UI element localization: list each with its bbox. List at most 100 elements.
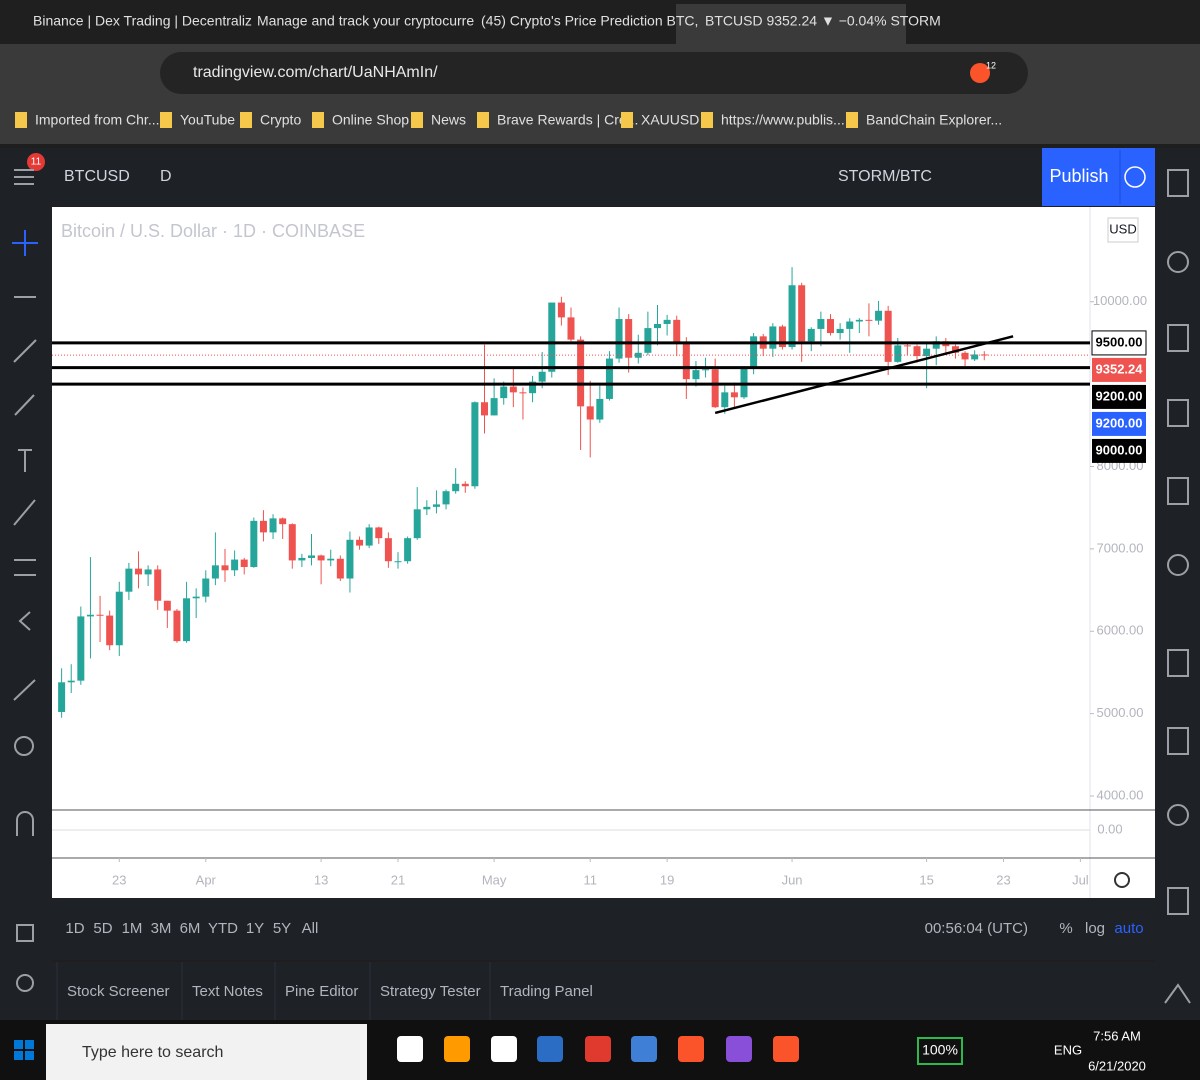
candle-body <box>202 578 210 597</box>
bookmark-icon <box>477 112 489 128</box>
tab-title[interactable]: (45) Crypto's Price Prediction BTC, <box>481 13 698 29</box>
panel-tab[interactable]: Text Notes <box>192 983 263 1000</box>
candle-body <box>144 569 152 575</box>
x-tick-label: Apr <box>196 872 217 887</box>
bookmark[interactable]: Online Shop <box>332 112 409 128</box>
trend-line[interactable] <box>714 335 1014 415</box>
settings-icon[interactable] <box>1114 872 1130 888</box>
range-button[interactable]: 1D <box>65 920 84 937</box>
range-button[interactable]: 5D <box>93 920 112 937</box>
range-button[interactable]: All <box>302 920 319 937</box>
candle-body <box>980 354 988 356</box>
price-tag-label: 9500.00 <box>1096 334 1143 349</box>
price-tag <box>1092 357 1146 382</box>
candle-body <box>211 565 219 579</box>
clock-date[interactable]: 6/21/2020 <box>1088 1058 1146 1073</box>
candle-body <box>903 345 911 347</box>
panel-tab[interactable]: Stock Screener <box>67 983 170 1000</box>
price-tag-label: 9200.00 <box>1096 415 1143 430</box>
candle-body <box>836 328 844 334</box>
candle-body <box>634 352 642 358</box>
windows-logo[interactable] <box>14 1040 34 1060</box>
bookmark-icon <box>411 112 423 128</box>
bookmark[interactable]: YouTube <box>180 112 235 128</box>
candle-body <box>452 483 460 492</box>
candle-body <box>509 386 517 393</box>
candle-body <box>192 596 200 599</box>
play-icon[interactable] <box>1124 166 1146 188</box>
candle-body <box>740 367 748 398</box>
candle-body <box>615 319 623 359</box>
range-button[interactable]: 6M <box>180 920 201 937</box>
currency-box[interactable] <box>1107 217 1139 243</box>
candle-body <box>384 538 392 562</box>
taskbar-app[interactable] <box>444 1036 470 1062</box>
tab-title[interactable]: Binance | Dex Trading | Decentraliz <box>33 13 252 29</box>
taskbar-app[interactable] <box>726 1036 752 1062</box>
taskbar-app[interactable] <box>773 1036 799 1062</box>
bookmark[interactable]: Brave Rewards | Cre... <box>497 112 638 128</box>
currency[interactable]: USD <box>1109 221 1136 236</box>
candle-body <box>730 392 738 398</box>
publish-label[interactable]: Publish <box>1049 166 1108 186</box>
bookmark[interactable]: https://www.publis... <box>721 112 845 128</box>
search-box[interactable] <box>46 1024 367 1080</box>
bookmark[interactable]: BandChain Explorer... <box>866 112 1002 128</box>
taskbar-app[interactable] <box>537 1036 563 1062</box>
clock-time[interactable]: 7:56 AM <box>1093 1028 1141 1043</box>
log-toggle[interactable]: log <box>1085 920 1105 937</box>
range-button[interactable]: 1M <box>122 920 143 937</box>
candle-body <box>471 402 479 487</box>
range-button[interactable]: 1Y <box>246 920 264 937</box>
candle-body <box>692 370 700 380</box>
x-tick-label: 19 <box>660 872 674 887</box>
bookmark[interactable]: XAUUSD <box>641 112 699 128</box>
tab-title[interactable]: Manage and track your cryptocurre <box>257 13 474 29</box>
range-button[interactable]: 5Y <box>273 920 291 937</box>
candle-body <box>586 406 594 420</box>
publish-button[interactable] <box>1042 148 1155 206</box>
range-button[interactable]: 3M <box>151 920 172 937</box>
bookmark[interactable]: News <box>431 112 466 128</box>
candle-body <box>846 321 854 329</box>
panel-tab[interactable]: Trading Panel <box>500 983 593 1000</box>
candle-body <box>336 558 344 579</box>
candle-body <box>442 491 450 505</box>
tab-title[interactable]: BTCUSD 9352.24 ▼ −0.04% STORM <box>705 13 941 29</box>
chart-pane[interactable] <box>52 207 1155 898</box>
y-tick-label: 7000.00 <box>1097 540 1144 555</box>
candle-body <box>269 518 277 533</box>
range-button[interactable]: YTD <box>208 920 238 937</box>
search-placeholder[interactable]: Type here to search <box>82 1044 223 1061</box>
candle-body <box>86 614 94 617</box>
taskbar-app[interactable] <box>397 1036 423 1062</box>
notification-count: 11 <box>31 157 42 168</box>
language[interactable]: ENG <box>1054 1042 1082 1057</box>
candle-body <box>173 610 181 642</box>
tab-strip <box>0 0 1200 44</box>
interval[interactable]: D <box>160 168 172 185</box>
extension-icon[interactable] <box>970 63 990 83</box>
bookmark[interactable]: Crypto <box>260 112 301 128</box>
taskbar-app[interactable] <box>585 1036 611 1062</box>
candle-body <box>519 392 527 394</box>
candle-body <box>183 598 191 642</box>
chart-title: Bitcoin / U.S. Dollar · 1D · COINBASE <box>61 221 365 241</box>
price-tag-label: 9352.24 <box>1096 361 1144 376</box>
panel-tab[interactable]: Strategy Tester <box>380 983 481 1000</box>
bookmark[interactable]: Imported from Chr... <box>35 112 159 128</box>
compare-symbol[interactable]: STORM/BTC <box>838 168 932 185</box>
taskbar-app[interactable] <box>491 1036 517 1062</box>
auto-toggle[interactable]: auto <box>1114 920 1143 937</box>
percent-toggle[interactable]: % <box>1059 920 1072 937</box>
active-tab[interactable] <box>676 4 906 44</box>
candle-body <box>702 369 710 371</box>
url[interactable]: tradingview.com/chart/UaNHAmIn/ <box>193 64 438 81</box>
taskbar-app[interactable] <box>678 1036 704 1062</box>
symbol[interactable]: BTCUSD <box>64 168 130 185</box>
candle-body <box>481 402 488 416</box>
taskbar-app[interactable] <box>631 1036 657 1062</box>
x-tick-label: 13 <box>314 872 328 887</box>
url-field[interactable] <box>160 52 1028 94</box>
panel-tab[interactable]: Pine Editor <box>285 983 358 1000</box>
